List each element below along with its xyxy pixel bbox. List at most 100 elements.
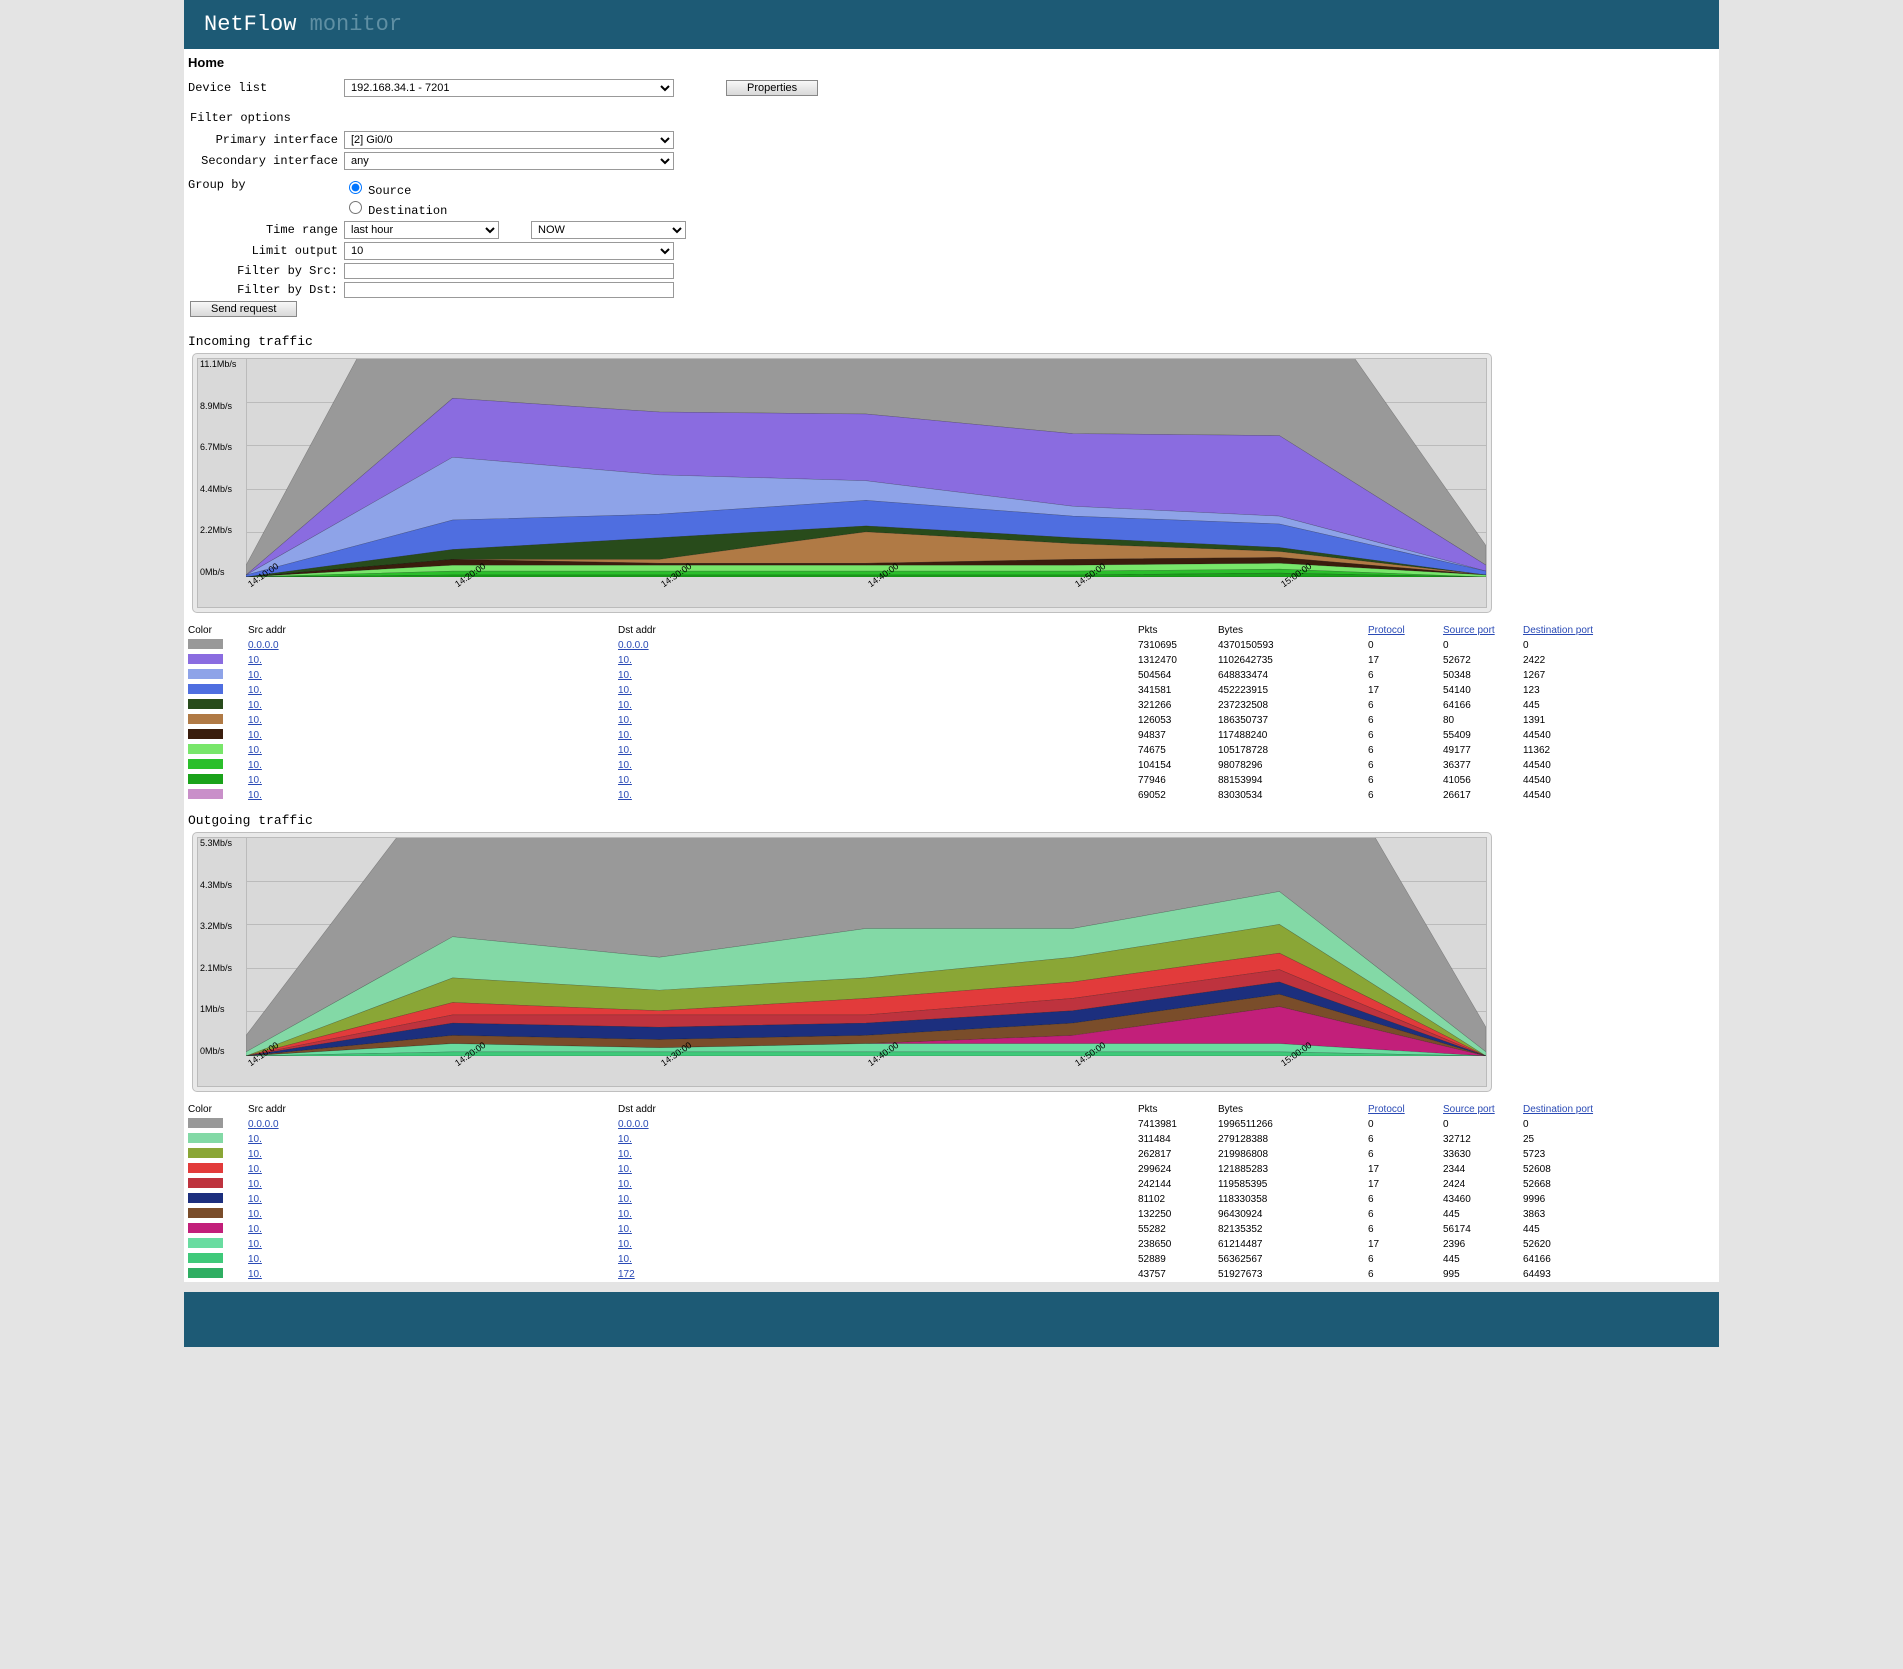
- src-addr-link[interactable]: 10.: [248, 1254, 262, 1265]
- table-row: 10.10.1041549807829663637744540: [184, 758, 1719, 773]
- table-row: 10.10.1312470110264273517526722422: [184, 653, 1719, 668]
- src-addr-link[interactable]: 10.: [248, 745, 262, 756]
- time-range-select[interactable]: last hour: [344, 221, 499, 239]
- time-range-end-select[interactable]: NOW: [531, 221, 686, 239]
- time-range-label: Time range: [188, 223, 338, 237]
- cell-sport: 2424: [1439, 1177, 1519, 1192]
- group-by-source-radio[interactable]: [349, 181, 362, 194]
- cell-bytes: 105178728: [1214, 743, 1364, 758]
- column-header: Color: [184, 1102, 244, 1117]
- sort-link-sport[interactable]: Source port: [1443, 1104, 1495, 1115]
- src-addr-link[interactable]: 10.: [248, 1194, 262, 1205]
- dst-addr-link[interactable]: 10.: [618, 1164, 632, 1175]
- dst-addr-link[interactable]: 10.: [618, 1134, 632, 1145]
- dst-addr-link[interactable]: 10.: [618, 760, 632, 771]
- dst-addr-link[interactable]: 10.: [618, 715, 632, 726]
- cell-sport: 0: [1439, 1117, 1519, 1132]
- dst-addr-link[interactable]: 10.: [618, 670, 632, 681]
- dst-addr-link[interactable]: 10.: [618, 655, 632, 666]
- cell-bytes: 237232508: [1214, 698, 1364, 713]
- device-list-select[interactable]: 192.168.34.1 - 7201: [344, 79, 674, 97]
- sort-link-protocol[interactable]: Protocol: [1368, 1104, 1405, 1115]
- sort-link-protocol[interactable]: Protocol: [1368, 625, 1405, 636]
- cell-dport: 44540: [1519, 773, 1719, 788]
- dst-addr-link[interactable]: 10.: [618, 700, 632, 711]
- y-axis-label: 2.1Mb/s: [198, 963, 243, 973]
- dst-addr-link[interactable]: 10.: [618, 1194, 632, 1205]
- src-addr-link[interactable]: 10.: [248, 655, 262, 666]
- cell-protocol: 6: [1364, 713, 1439, 728]
- cell-pkts: 504564: [1134, 668, 1214, 683]
- dst-addr-link[interactable]: 10.: [618, 775, 632, 786]
- src-addr-link[interactable]: 0.0.0.0: [248, 1119, 279, 1130]
- group-by-destination-radio[interactable]: [349, 201, 362, 214]
- src-addr-link[interactable]: 10.: [248, 715, 262, 726]
- filter-dst-input[interactable]: [344, 282, 674, 298]
- cell-protocol: 17: [1364, 1162, 1439, 1177]
- dst-addr-link[interactable]: 10.: [618, 1179, 632, 1190]
- dst-addr-link[interactable]: 0.0.0.0: [618, 1119, 649, 1130]
- dst-addr-link[interactable]: 10.: [618, 1224, 632, 1235]
- column-header: Pkts: [1134, 1102, 1214, 1117]
- src-addr-link[interactable]: 10.: [248, 685, 262, 696]
- dst-addr-link[interactable]: 10.: [618, 730, 632, 741]
- cell-sport: 36377: [1439, 758, 1519, 773]
- cell-bytes: 56362567: [1214, 1252, 1364, 1267]
- cell-bytes: 88153994: [1214, 773, 1364, 788]
- cell-sport: 54140: [1439, 683, 1519, 698]
- dst-addr-link[interactable]: 10.: [618, 1239, 632, 1250]
- cell-bytes: 117488240: [1214, 728, 1364, 743]
- cell-protocol: 6: [1364, 728, 1439, 743]
- properties-button[interactable]: Properties: [726, 80, 818, 96]
- cell-dport: 5723: [1519, 1147, 1719, 1162]
- dst-addr-link[interactable]: 172: [618, 1269, 635, 1280]
- filter-form: Device list 192.168.34.1 - 7201 Properti…: [184, 72, 1719, 328]
- limit-output-select[interactable]: 10: [344, 242, 674, 260]
- cell-pkts: 94837: [1134, 728, 1214, 743]
- dst-addr-link[interactable]: 0.0.0.0: [618, 640, 649, 651]
- cell-sport: 995: [1439, 1267, 1519, 1282]
- src-addr-link[interactable]: 10.: [248, 700, 262, 711]
- src-addr-link[interactable]: 10.: [248, 790, 262, 801]
- filter-src-input[interactable]: [344, 263, 674, 279]
- src-addr-link[interactable]: 10.: [248, 670, 262, 681]
- x-axis-label: 15:10:00: [1486, 561, 1487, 589]
- cell-bytes: 1996511266: [1214, 1117, 1364, 1132]
- src-addr-link[interactable]: 10.: [248, 1179, 262, 1190]
- secondary-interface-select[interactable]: any: [344, 152, 674, 170]
- src-addr-link[interactable]: 10.: [248, 1134, 262, 1145]
- cell-protocol: 6: [1364, 1147, 1439, 1162]
- dst-addr-link[interactable]: 10.: [618, 790, 632, 801]
- src-addr-link[interactable]: 10.: [248, 1209, 262, 1220]
- sort-link-dport[interactable]: Destination port: [1523, 1104, 1593, 1115]
- dst-addr-link[interactable]: 10.: [618, 1209, 632, 1220]
- cell-protocol: 6: [1364, 743, 1439, 758]
- sort-link-sport[interactable]: Source port: [1443, 625, 1495, 636]
- src-addr-link[interactable]: 10.: [248, 1164, 262, 1175]
- send-request-button[interactable]: Send request: [190, 301, 297, 317]
- cell-protocol: 17: [1364, 683, 1439, 698]
- sort-link-dport[interactable]: Destination port: [1523, 625, 1593, 636]
- src-addr-link[interactable]: 10.: [248, 1224, 262, 1235]
- cell-sport: 56174: [1439, 1222, 1519, 1237]
- dst-addr-link[interactable]: 10.: [618, 1254, 632, 1265]
- cell-pkts: 1312470: [1134, 653, 1214, 668]
- table-row: 10.10.5288956362567644564166: [184, 1252, 1719, 1267]
- src-addr-link[interactable]: 10.: [248, 775, 262, 786]
- dst-addr-link[interactable]: 10.: [618, 1149, 632, 1160]
- src-addr-link[interactable]: 10.: [248, 1239, 262, 1250]
- primary-interface-select[interactable]: [2] Gi0/0: [344, 131, 674, 149]
- color-swatch: [188, 1193, 223, 1203]
- src-addr-link[interactable]: 10.: [248, 760, 262, 771]
- cell-pkts: 341581: [1134, 683, 1214, 698]
- cell-protocol: 6: [1364, 773, 1439, 788]
- src-addr-link[interactable]: 10.: [248, 1269, 262, 1280]
- src-addr-link[interactable]: 0.0.0.0: [248, 640, 279, 651]
- cell-dport: 123: [1519, 683, 1719, 698]
- dst-addr-link[interactable]: 10.: [618, 685, 632, 696]
- src-addr-link[interactable]: 10.: [248, 730, 262, 741]
- cell-sport: 50348: [1439, 668, 1519, 683]
- src-addr-link[interactable]: 10.: [248, 1149, 262, 1160]
- dst-addr-link[interactable]: 10.: [618, 745, 632, 756]
- cell-dport: 0: [1519, 638, 1719, 653]
